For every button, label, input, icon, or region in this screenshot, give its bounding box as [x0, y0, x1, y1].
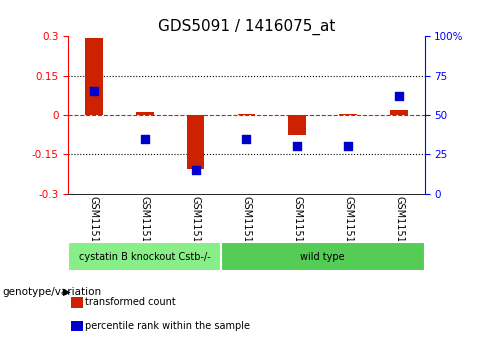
Bar	[288, 115, 306, 135]
Text: GSM1151367: GSM1151367	[190, 196, 201, 261]
Text: ▶: ▶	[63, 287, 71, 297]
Text: percentile rank within the sample: percentile rank within the sample	[85, 321, 250, 331]
Bar	[390, 110, 408, 115]
Text: genotype/variation: genotype/variation	[2, 287, 102, 297]
Text: GSM1151368: GSM1151368	[242, 196, 251, 261]
Bar	[85, 38, 102, 115]
Point	[90, 89, 98, 94]
Point	[345, 143, 352, 149]
Text: GSM1151365: GSM1151365	[89, 196, 99, 261]
Point	[293, 143, 301, 149]
Point	[395, 93, 403, 99]
Text: GSM1151366: GSM1151366	[140, 196, 150, 261]
Point	[243, 136, 250, 142]
Point	[141, 136, 148, 142]
Bar	[68, 242, 221, 271]
Title: GDS5091 / 1416075_at: GDS5091 / 1416075_at	[158, 19, 335, 35]
Text: transformed count: transformed count	[85, 297, 176, 307]
Bar	[221, 242, 425, 271]
Text: cystatin B knockout Cstb-/-: cystatin B knockout Cstb-/-	[79, 252, 210, 261]
Bar	[238, 114, 255, 115]
Bar	[339, 114, 357, 115]
Text: GSM1151370: GSM1151370	[343, 196, 353, 261]
Text: GSM1151369: GSM1151369	[292, 196, 303, 261]
Text: GSM1151371: GSM1151371	[394, 196, 404, 261]
Point	[192, 167, 200, 173]
Bar	[136, 112, 154, 115]
Text: wild type: wild type	[301, 252, 345, 261]
Bar	[186, 115, 204, 169]
